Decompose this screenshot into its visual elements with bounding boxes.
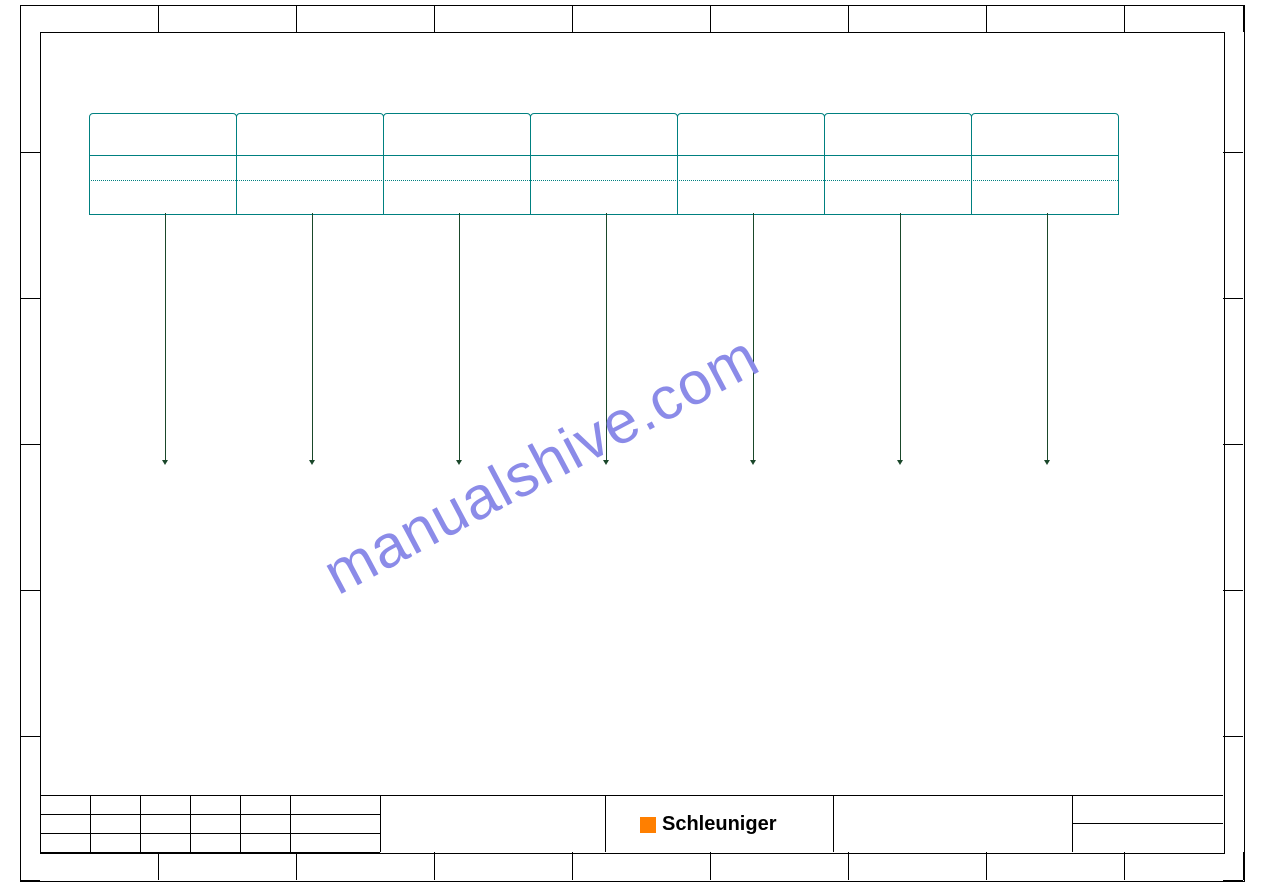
schematic-arrow bbox=[165, 213, 166, 460]
schematic-arrow bbox=[606, 213, 607, 460]
logo-text: Schleuniger bbox=[662, 813, 776, 836]
schematic-arrow bbox=[459, 213, 460, 460]
schematic-arrow bbox=[753, 213, 754, 460]
logo-square-icon bbox=[640, 817, 656, 833]
schematic-column bbox=[89, 113, 237, 215]
schematic-column bbox=[824, 113, 972, 215]
schematic-column bbox=[530, 113, 678, 215]
schematic-column bbox=[236, 113, 384, 215]
schleuniger-logo: Schleuniger bbox=[640, 813, 776, 836]
schematic-arrow bbox=[1047, 213, 1048, 460]
schematic-arrow bbox=[312, 213, 313, 460]
schematic-arrow bbox=[900, 213, 901, 460]
schematic-column bbox=[383, 113, 531, 215]
schematic-column bbox=[971, 113, 1119, 215]
schematic-column bbox=[677, 113, 825, 215]
